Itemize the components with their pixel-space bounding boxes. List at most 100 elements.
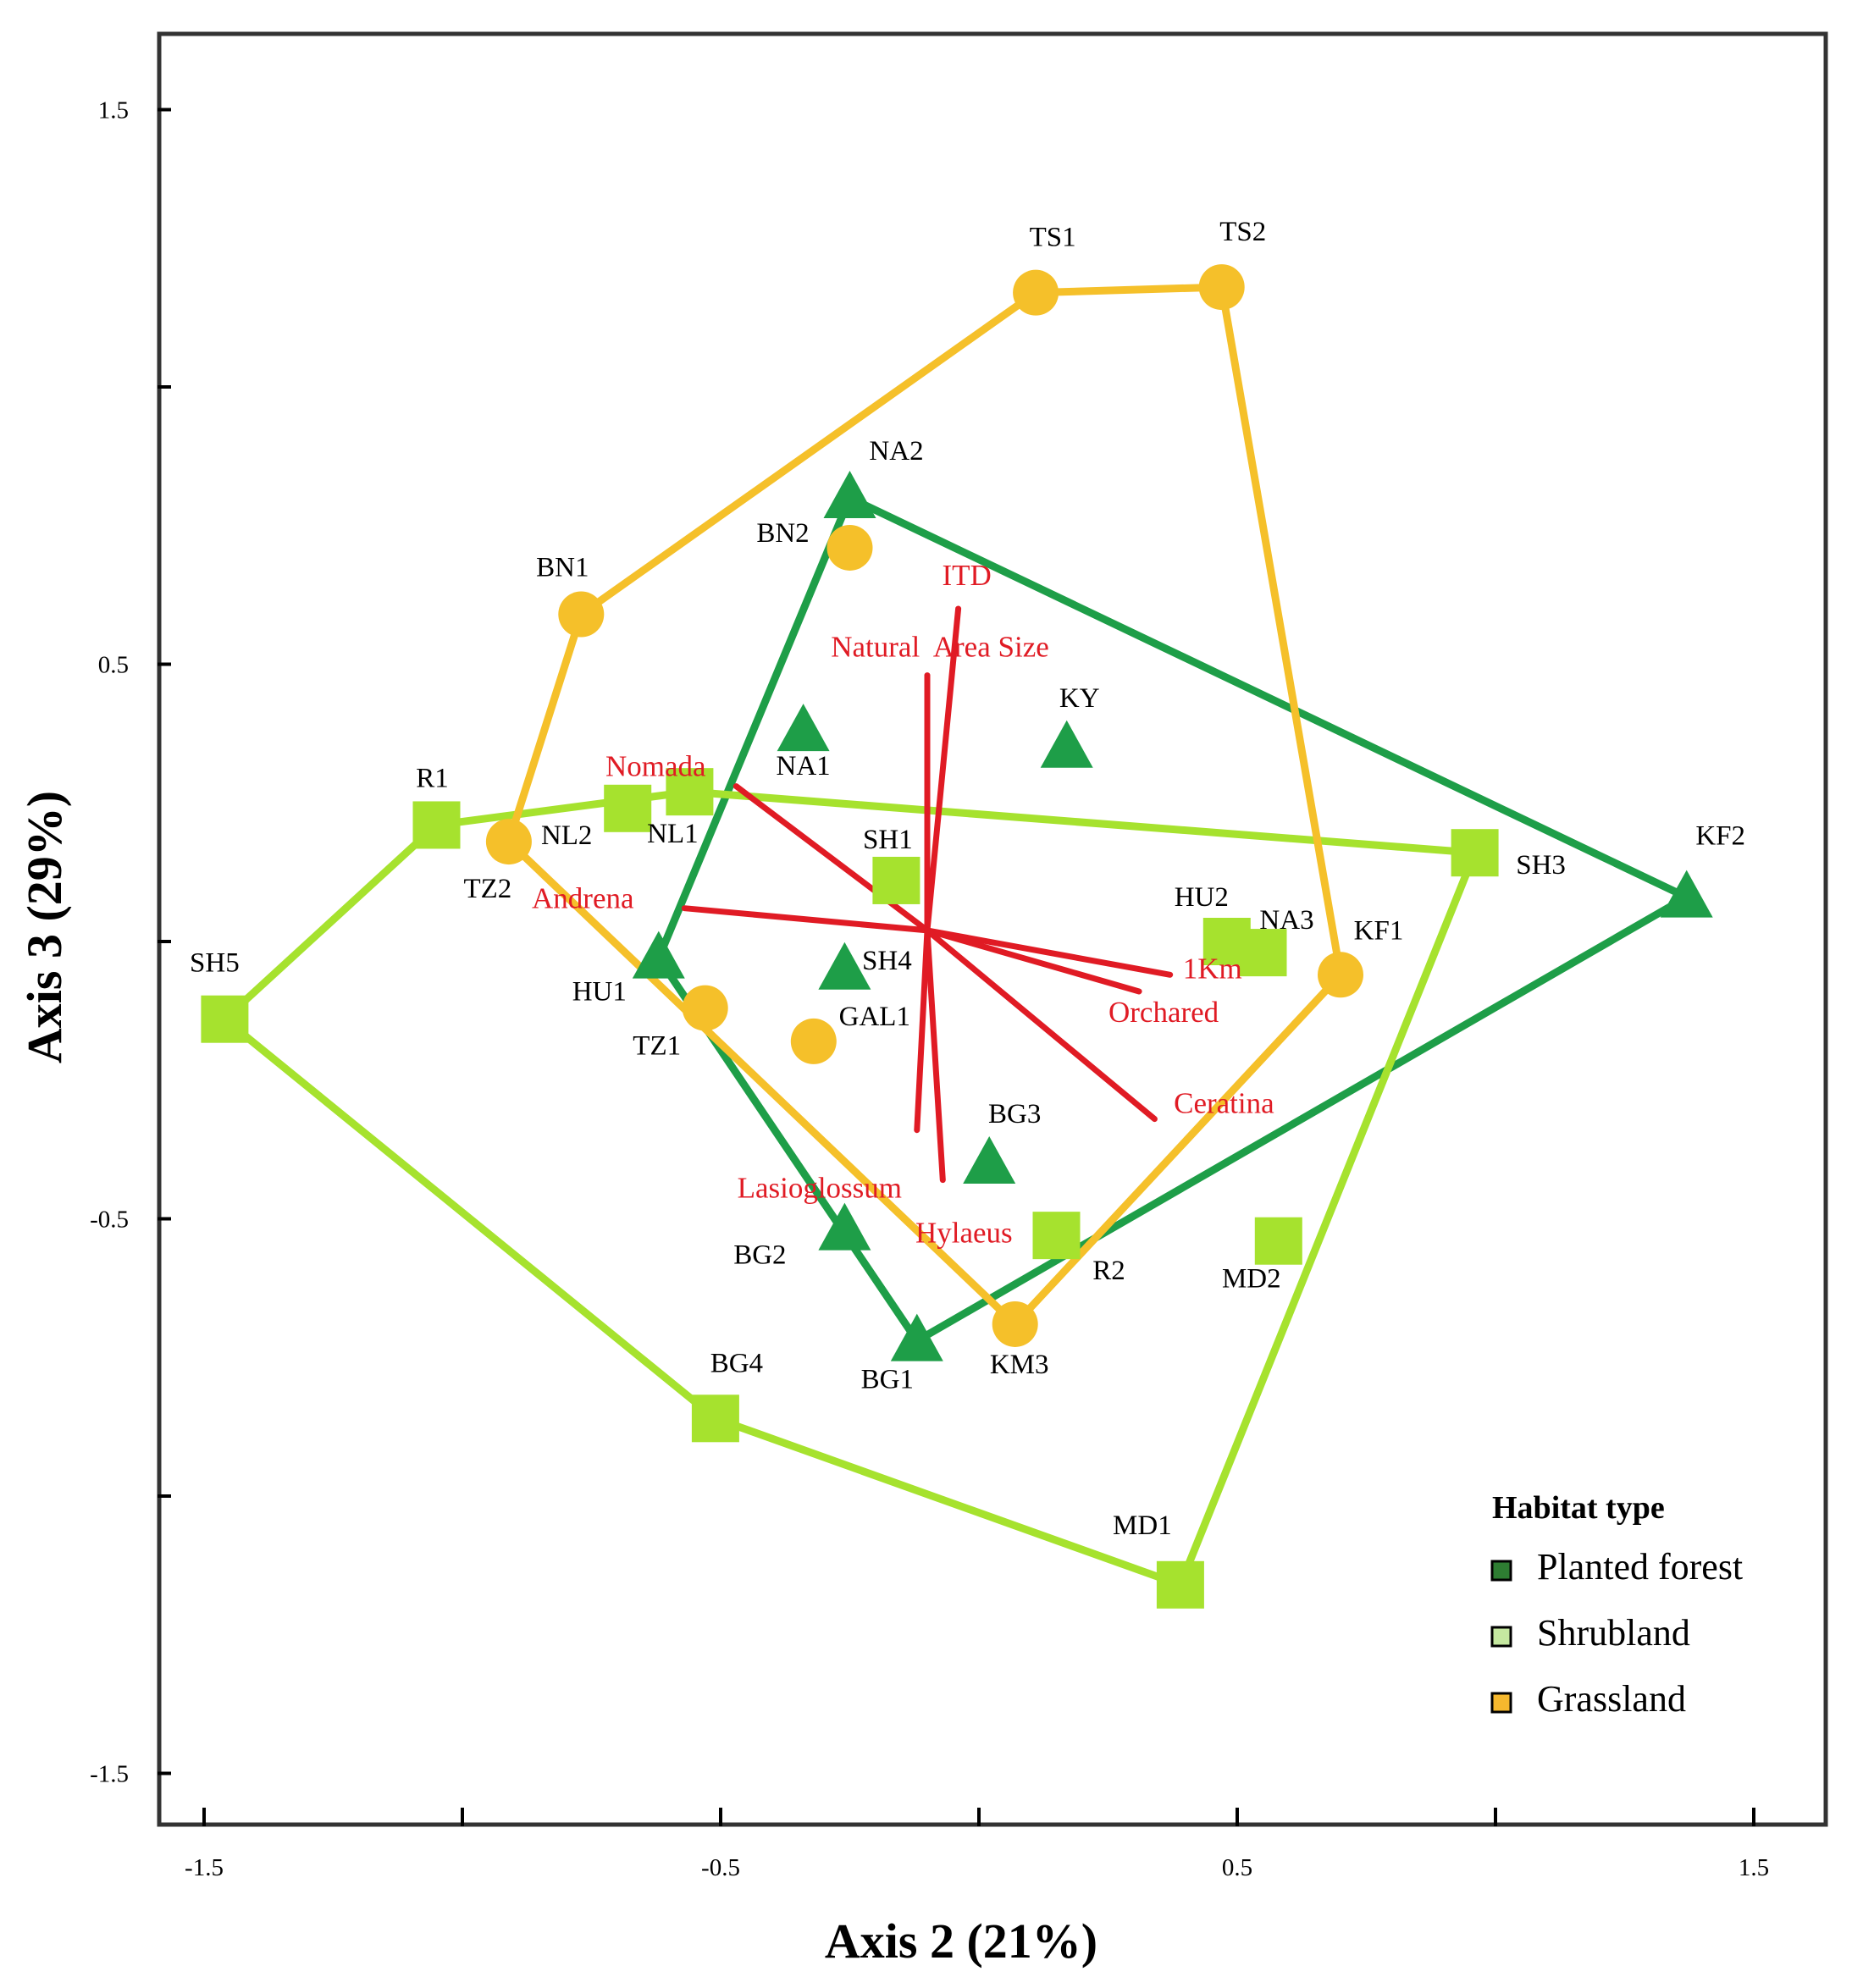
- x-tick-label: -0.5: [701, 1854, 740, 1881]
- marker-na2: [823, 471, 876, 518]
- site-label-gal1: GAL1: [839, 1002, 910, 1032]
- site-label-hu1: HU1: [572, 977, 627, 1008]
- legend-label-planted-forest: Planted forest: [1537, 1546, 1743, 1588]
- x-tick-label: 0.5: [1222, 1854, 1252, 1881]
- marker-md2: [1254, 1217, 1302, 1265]
- site-label-tz1: TZ1: [633, 1031, 681, 1062]
- site-label-na3: NA3: [1259, 905, 1313, 936]
- site-label-bn2: BN2: [756, 518, 809, 549]
- site-markers: [201, 264, 1713, 1609]
- y-tick-label: 0.5: [98, 652, 129, 679]
- y-axis-title: Axis 3 (29%): [17, 791, 72, 1063]
- plot-frame: [157, 31, 1828, 1827]
- site-label-hu2: HU2: [1175, 882, 1229, 913]
- vector-label-hylaeus: Hylaeus: [915, 1217, 1013, 1250]
- vector-label-itd: ITD: [942, 559, 991, 592]
- marker-sh1: [872, 856, 920, 904]
- site-label-na1: NA1: [777, 751, 831, 781]
- marker-bg2: [818, 1202, 871, 1251]
- vector-label-natural-area-size: Natural Area Size: [831, 631, 1049, 664]
- site-label-bg1: BG1: [861, 1365, 914, 1395]
- vector-label-ceratina: Ceratina: [1174, 1087, 1274, 1120]
- marker-ts2: [1198, 264, 1245, 311]
- site-label-bg3: BG3: [988, 1099, 1041, 1129]
- legend-entries: Planted forest Shrubland Grassland: [1490, 1546, 1743, 1720]
- site-label-nl2: NL2: [541, 820, 593, 851]
- marker-bg4: [691, 1394, 739, 1443]
- marker-bn1: [558, 591, 605, 638]
- legend-swatch-shrubland: [1490, 1626, 1512, 1648]
- site-label-bg2: BG2: [733, 1240, 786, 1271]
- site-label-na2: NA2: [869, 436, 923, 467]
- site-label-ky: KY: [1059, 683, 1100, 714]
- site-label-kf2: KF2: [1695, 821, 1745, 852]
- site-labels: NA2 NA1 KY KF2 HU1 SH4 BG3 BG2 BG1 R1 NL2 NL1 SH1 SH3…: [190, 217, 1745, 1541]
- vector-lasioglossum: [914, 927, 931, 1134]
- vector-label-nomada: Nomada: [605, 750, 706, 783]
- site-label-km3: KM3: [990, 1350, 1049, 1380]
- marker-ts1: [1013, 269, 1059, 316]
- marker-tz2: [485, 819, 532, 865]
- vector-labels: ITD Natural Area Size Nomada Andrena 1Km Orch…: [532, 559, 1274, 1250]
- legend-swatch-planted-forest: [1490, 1560, 1512, 1582]
- vector-ceratina: [924, 927, 1158, 1123]
- x-tick-label: -1.5: [185, 1854, 224, 1881]
- vector-hylaeus: [924, 927, 946, 1184]
- x-axis-title: Axis 2 (21%): [825, 1913, 1097, 1969]
- marker-na1: [777, 704, 830, 752]
- legend: Habitat type Planted forest Shrubland Gras…: [1490, 1490, 1743, 1720]
- y-tick-label: -0.5: [90, 1207, 129, 1234]
- x-tick-label: 1.5: [1739, 1854, 1769, 1881]
- marker-gal1: [790, 1018, 837, 1064]
- vector-1km: [924, 927, 1174, 978]
- environmental-vectors: [681, 605, 1174, 1184]
- marker-nl1: [666, 768, 714, 816]
- marker-kf2: [1660, 870, 1713, 918]
- vector-nomada: [733, 783, 931, 934]
- vector-label-1km: 1Km: [1183, 952, 1242, 985]
- marker-md1: [1156, 1560, 1204, 1609]
- site-label-sh4: SH4: [862, 946, 912, 976]
- legend-title: Habitat type: [1492, 1490, 1665, 1526]
- site-label-sh5: SH5: [190, 948, 240, 979]
- legend-label-shrubland: Shrubland: [1537, 1612, 1690, 1654]
- site-label-md1: MD1: [1113, 1510, 1172, 1541]
- site-label-sh3: SH3: [1516, 850, 1566, 881]
- marker-na3: [1239, 929, 1287, 977]
- marker-r1: [412, 801, 461, 849]
- marker-hu1: [632, 930, 685, 979]
- marker-r2: [1032, 1212, 1081, 1260]
- marker-sh3: [1451, 829, 1499, 877]
- site-label-ts2: TS2: [1219, 217, 1266, 247]
- site-label-ts1: TS1: [1030, 223, 1076, 253]
- site-label-nl1: NL1: [647, 819, 699, 849]
- vector-label-lasioglossum: Lasioglossum: [738, 1172, 902, 1205]
- marker-bg3: [963, 1136, 1016, 1184]
- site-label-bg4: BG4: [710, 1348, 763, 1378]
- site-label-tz2: TZ2: [463, 874, 511, 904]
- marker-km3: [992, 1300, 1038, 1347]
- site-label-sh1: SH1: [863, 825, 913, 855]
- site-label-kf1: KF1: [1354, 915, 1404, 946]
- marker-sh5: [201, 995, 249, 1043]
- vector-label-orchared: Orchared: [1108, 996, 1219, 1029]
- marker-tz1: [682, 985, 728, 1031]
- marker-nl2: [604, 784, 652, 832]
- marker-ky: [1040, 720, 1093, 768]
- marker-sh4: [818, 942, 871, 990]
- legend-swatch-grassland: [1490, 1692, 1512, 1714]
- vector-andrena: [681, 905, 931, 934]
- vector-label-andrena: Andrena: [532, 882, 634, 915]
- vector-orchared: [924, 927, 1142, 995]
- marker-bn2: [826, 524, 873, 571]
- y-tick-label: 1.5: [98, 97, 129, 124]
- legend-label-grassland: Grassland: [1537, 1678, 1686, 1720]
- y-tick-label: -1.5: [90, 1761, 129, 1788]
- marker-kf1: [1318, 952, 1363, 998]
- marker-bg1: [890, 1313, 943, 1361]
- vector-itd: [924, 605, 962, 934]
- site-label-bn1: BN1: [536, 553, 589, 583]
- axes: -1.5 -0.5 0.5 1.5 1.5 0.5 -0.5 -1.5: [90, 97, 1769, 1882]
- site-label-r1: R1: [416, 763, 449, 793]
